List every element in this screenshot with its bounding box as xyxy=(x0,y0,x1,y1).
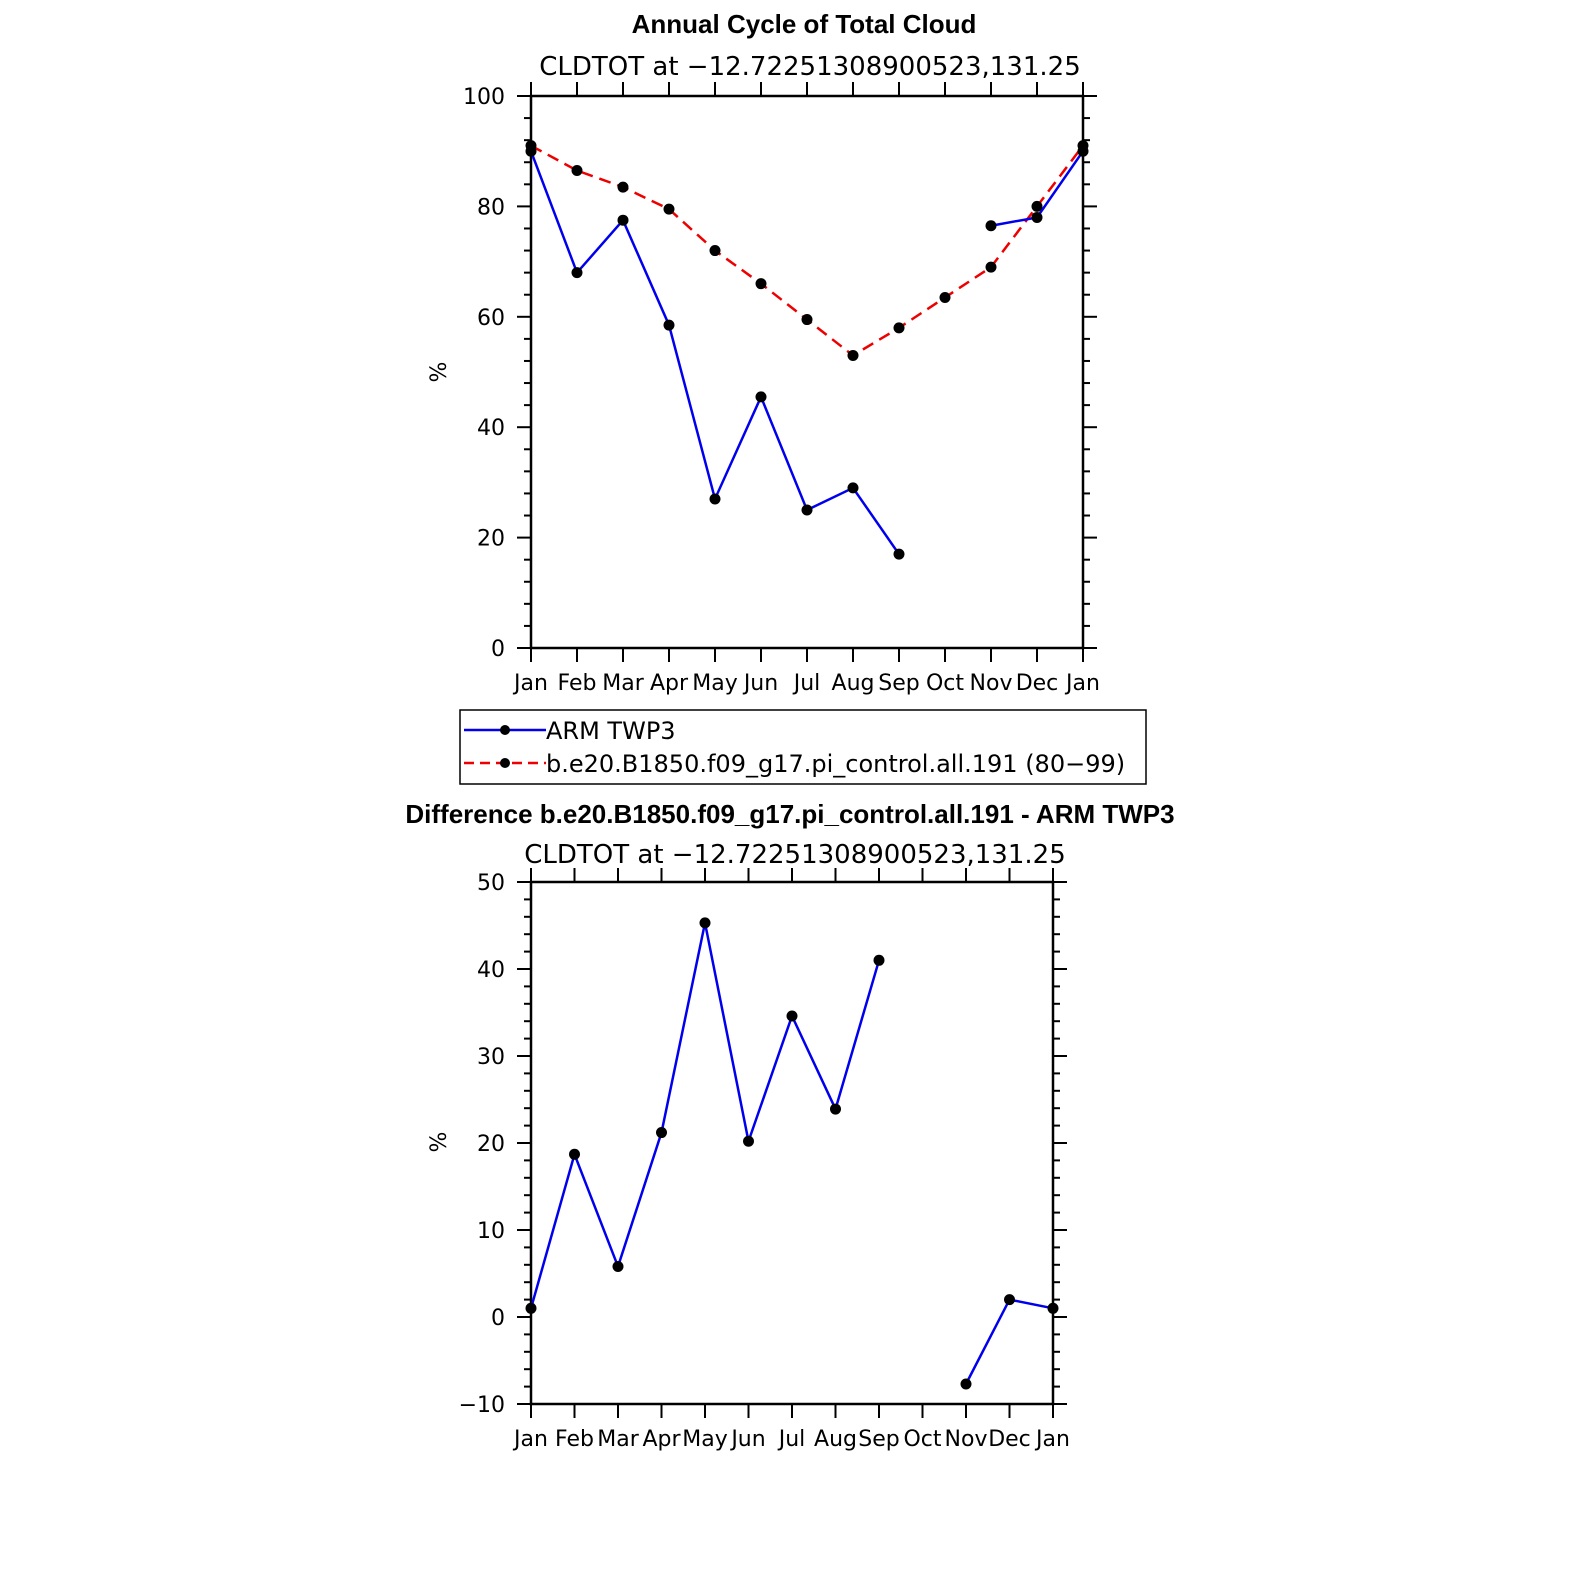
y-tick-label: 50 xyxy=(477,871,505,896)
x-tick-label: Jun xyxy=(729,1427,765,1452)
x-tick-label: Dec xyxy=(988,1427,1031,1452)
data-point xyxy=(801,504,813,516)
data-point xyxy=(1077,140,1089,152)
data-point xyxy=(569,1148,580,1160)
data-point xyxy=(873,954,885,966)
data-point xyxy=(571,267,583,279)
data-point xyxy=(985,261,997,273)
data-point xyxy=(663,319,675,331)
x-tick-label: Feb xyxy=(555,1427,594,1452)
plot-area: −10 0 10 20 30 40 50 Jan Feb Mar Apr May Jun Jul Aug Se… xyxy=(459,868,1070,1452)
y-axis-label: % xyxy=(427,1132,452,1153)
y-tick-label: 0 xyxy=(491,1306,505,1331)
legend-box xyxy=(459,709,1147,785)
data-point xyxy=(663,203,675,215)
data-point xyxy=(525,1302,537,1314)
series-line xyxy=(529,922,881,1309)
x-tick-label: Feb xyxy=(558,671,597,696)
x-tick-label: Jan xyxy=(1064,671,1100,696)
x-tick-label: Apr xyxy=(650,671,689,696)
data-point xyxy=(893,322,905,334)
data-point xyxy=(755,278,767,290)
plot-area: 0 20 40 60 80 100 Jan Feb Mar Apr May Jun Jul Aug Sep O… xyxy=(463,82,1100,696)
data-point xyxy=(617,181,629,193)
legend-label-model: b.e20.B1850.f09_g17.pi_control.all.191 (… xyxy=(546,750,1125,778)
x-tick-label: Mar xyxy=(597,1427,639,1452)
x-tick-label: Aug xyxy=(814,1427,857,1452)
y-tick-label: −10 xyxy=(459,1393,505,1418)
y-tick-label: 0 xyxy=(491,637,505,662)
y-tick-label: 30 xyxy=(477,1045,505,1070)
x-tick-label: Sep xyxy=(858,1427,899,1452)
legend-marker-model xyxy=(500,758,510,768)
data-point xyxy=(571,165,583,177)
legend: ARM TWP3 b.e20.B1850.f09_g17.pi_control.… xyxy=(459,709,1147,785)
legend-label-obs: ARM TWP3 xyxy=(546,717,676,745)
x-tick-label: Jul xyxy=(777,1427,806,1452)
data-point xyxy=(786,1010,798,1022)
chart-subtitle: CLDTOT at −12.72251308900523,131.25 xyxy=(524,840,1066,870)
data-point xyxy=(847,349,859,361)
x-tick-label: Dec xyxy=(1016,671,1059,696)
y-tick-label: 80 xyxy=(477,195,505,220)
data-point xyxy=(1004,1294,1015,1306)
data-point xyxy=(612,1261,624,1273)
x-tick-label: Mar xyxy=(602,671,644,696)
x-tick-label: May xyxy=(682,1427,727,1452)
x-tick-label: Jul xyxy=(792,671,821,696)
x-tick-label: Sep xyxy=(878,671,919,696)
data-point xyxy=(847,482,859,494)
y-tick-label: 10 xyxy=(477,1219,505,1244)
y-axis-label: % xyxy=(427,362,452,383)
data-point xyxy=(699,917,711,929)
data-point xyxy=(709,493,721,505)
x-tick-label: Jan xyxy=(512,671,548,696)
data-point xyxy=(743,1135,754,1147)
data-point xyxy=(960,1378,972,1390)
data-point xyxy=(939,291,951,303)
data-point xyxy=(656,1127,667,1139)
y-tick-label: 40 xyxy=(477,958,505,983)
data-point xyxy=(801,314,813,326)
x-tick-label: Oct xyxy=(903,1427,941,1452)
x-tick-label: Jan xyxy=(512,1427,548,1452)
plot-frame xyxy=(529,94,1085,650)
chart-title: Annual Cycle of Total Cloud xyxy=(632,9,977,39)
data-point xyxy=(709,245,721,257)
y-tick-label: 20 xyxy=(477,527,505,552)
x-tick-label: Nov xyxy=(970,671,1013,696)
x-tick-label: Apr xyxy=(642,1427,681,1452)
x-tick-label: Nov xyxy=(945,1427,988,1452)
x-tick-label: Jun xyxy=(742,671,778,696)
data-point xyxy=(985,220,997,232)
data-point xyxy=(755,391,767,403)
x-tick-label: Jan xyxy=(1034,1427,1070,1452)
x-tick-label: Oct xyxy=(926,671,964,696)
plot-frame xyxy=(529,880,1055,1406)
y-tick-label: 40 xyxy=(477,416,505,441)
data-point xyxy=(617,214,629,226)
data-point xyxy=(1031,200,1043,212)
data-point xyxy=(525,140,537,152)
x-tick-label: May xyxy=(692,671,737,696)
data-point xyxy=(830,1103,841,1115)
y-tick-label: 20 xyxy=(477,1132,505,1157)
series-line xyxy=(964,1298,1054,1385)
y-tick-label: 60 xyxy=(477,306,505,331)
data-point xyxy=(893,548,905,560)
y-tick-label: 100 xyxy=(463,85,505,110)
legend-marker-obs xyxy=(500,725,510,735)
difference-chart: Difference b.e20.B1850.f09_g17.pi_contro… xyxy=(405,799,1174,1452)
data-point xyxy=(1031,211,1043,223)
x-tick-label: Aug xyxy=(832,671,875,696)
data-point xyxy=(1047,1302,1059,1314)
chart-subtitle: CLDTOT at −12.72251308900523,131.25 xyxy=(539,52,1081,82)
chart-title: Difference b.e20.B1850.f09_g17.pi_contro… xyxy=(405,799,1174,829)
annual-cycle-chart: Annual Cycle of Total Cloud CLDTOT at −1… xyxy=(427,9,1100,696)
